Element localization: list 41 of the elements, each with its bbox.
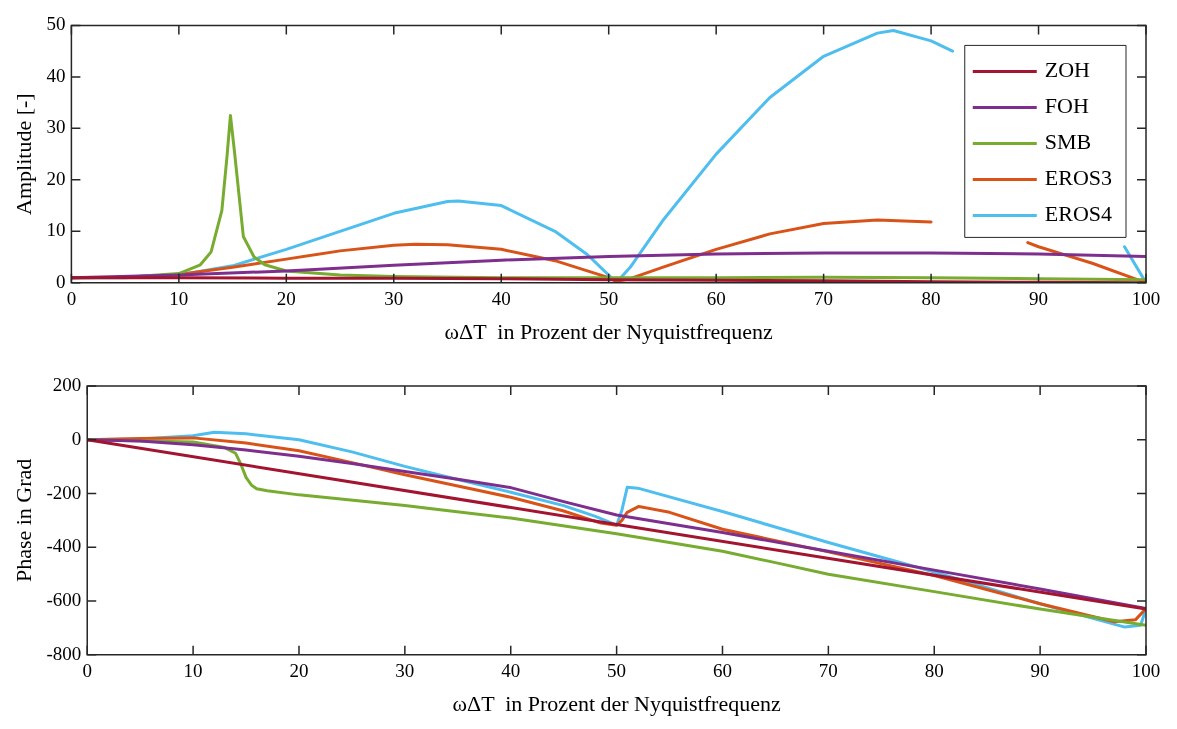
x-tick-label: 80 xyxy=(924,660,944,682)
x-tick-label: 40 xyxy=(491,288,511,310)
x-tick-label: 40 xyxy=(501,660,521,682)
legend-label: SMB xyxy=(1044,129,1092,155)
x-tick-label: 10 xyxy=(169,288,189,310)
y-tick-label: 20 xyxy=(46,167,66,189)
y-tick-label: 40 xyxy=(46,64,66,86)
x-tick-label: 100 xyxy=(1131,660,1161,682)
x-tick-label: 70 xyxy=(818,660,838,682)
x-axis-title: ωΔT in Prozent der Nyquistfrequenz xyxy=(444,318,774,344)
y-tick-label: 0 xyxy=(55,270,66,292)
x-tick-label: 60 xyxy=(712,660,732,682)
legend-label: ZOH xyxy=(1044,57,1091,83)
x-tick-label: 60 xyxy=(706,288,726,310)
x-tick-label: 10 xyxy=(183,660,203,682)
x-tick-label: 80 xyxy=(921,288,941,310)
x-tick-label: 70 xyxy=(814,288,834,310)
x-tick-label: 50 xyxy=(599,288,619,310)
y-tick-label: 50 xyxy=(46,13,66,35)
x-tick-label: 30 xyxy=(395,660,415,682)
x-tick-label: 90 xyxy=(1029,288,1049,310)
legend-label: FOH xyxy=(1044,93,1089,119)
y-tick-label: -200 xyxy=(46,481,82,503)
y-tick-label: 200 xyxy=(52,373,82,395)
y-tick-label: 10 xyxy=(46,219,66,241)
x-tick-label: 20 xyxy=(276,288,296,310)
legend-label: EROS4 xyxy=(1044,201,1113,227)
y-axis-title: Amplitude [-] xyxy=(10,93,36,215)
x-axis-title: ωΔT in Prozent der Nyquistfrequenz xyxy=(452,690,781,716)
y-axis-title: Phase in Grad xyxy=(10,458,36,583)
x-tick-label: 100 xyxy=(1131,288,1161,310)
x-tick-label: 90 xyxy=(1030,660,1050,682)
x-tick-label: 50 xyxy=(607,660,627,682)
y-tick-label: 0 xyxy=(71,427,82,449)
y-tick-label: -400 xyxy=(46,535,82,557)
x-tick-label: 20 xyxy=(289,660,309,682)
y-tick-label: -800 xyxy=(46,642,82,664)
legend-label: EROS3 xyxy=(1044,165,1113,191)
x-tick-label: 30 xyxy=(384,288,404,310)
y-tick-label: -600 xyxy=(46,589,82,611)
y-tick-label: 30 xyxy=(46,116,66,138)
